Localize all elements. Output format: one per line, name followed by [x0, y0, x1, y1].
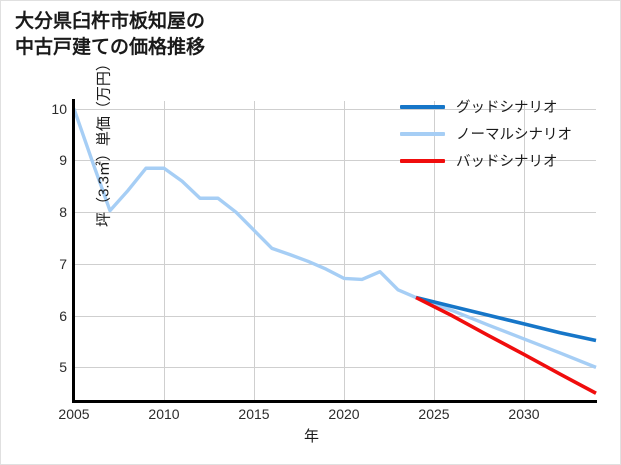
gridline-horizontal — [74, 109, 596, 110]
x-axis-tick-labels: 2005 2010 2015 2020 2025 2030 — [58, 406, 596, 426]
y-axis-line — [72, 99, 75, 403]
y-tick-label: 9 — [59, 152, 67, 169]
y-tick-label: 8 — [59, 204, 67, 221]
x-tick-label: 2030 — [508, 406, 540, 422]
y-tick-label: 10 — [51, 100, 67, 117]
x-axis-title: 年 — [303, 428, 319, 445]
legend-label-good: グッドシナリオ — [456, 100, 558, 116]
x-tick-label: 2020 — [328, 406, 360, 422]
x-tick-label: 2025 — [418, 406, 450, 422]
x-tick-label: 2010 — [148, 406, 180, 422]
legend-label-normal: ノーマルシナリオ — [456, 127, 572, 143]
gridline-horizontal — [74, 160, 596, 161]
x-axis-line — [72, 400, 597, 403]
series-line-bad — [415, 295, 597, 395]
y-axis-tick-labels: 5 6 7 8 9 10 — [21, 101, 67, 401]
gridline-vertical — [254, 101, 255, 401]
y-axis-title: 坪（3.3㎡）単価（万円） — [95, 56, 113, 227]
legend-swatch-bad — [400, 158, 445, 163]
legend-item-normal[interactable]: ノーマルシナリオ — [400, 120, 615, 147]
gridline-vertical — [164, 101, 165, 401]
legend-swatch-good — [400, 104, 445, 109]
page-title: 大分県臼杵市板知屋の 中古戸建ての価格推移 — [15, 11, 206, 58]
legend-item-bad[interactable]: バッドシナリオ — [400, 147, 615, 174]
x-tick-label: 2005 — [58, 406, 90, 422]
legend: グッドシナリオ ノーマルシナリオ バッドシナリオ — [400, 93, 615, 174]
x-tick-label: 2015 — [238, 406, 270, 422]
legend-swatch-normal — [400, 131, 445, 136]
series-lines — [72, 108, 597, 395]
gridline-vertical — [344, 101, 345, 401]
y-tick-label: 6 — [59, 307, 67, 324]
gridline-vertical — [434, 101, 435, 401]
y-tick-label: 7 — [59, 255, 67, 272]
series-line-normal — [72, 108, 597, 369]
series-line-good — [415, 295, 597, 343]
gridline-vertical — [524, 101, 525, 401]
legend-label-bad: バッドシナリオ — [456, 154, 558, 170]
gridline-horizontal — [74, 212, 596, 213]
y-tick-label: 5 — [59, 359, 67, 376]
plot-area — [72, 101, 597, 401]
gridline-horizontal — [74, 264, 596, 265]
gridline-horizontal — [74, 316, 596, 317]
gridline-horizontal — [74, 367, 596, 368]
legend-item-good[interactable]: グッドシナリオ — [400, 93, 615, 120]
gridline-vertical — [74, 101, 75, 401]
